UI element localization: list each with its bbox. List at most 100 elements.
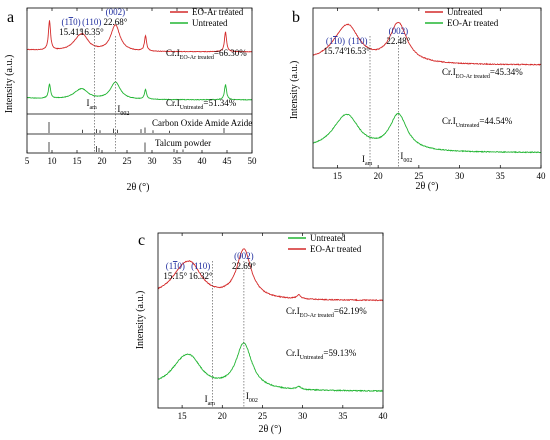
series-line-0 [27,20,252,53]
legend-entry-1: Untreated [192,18,228,28]
marker-label-1: I002 [117,104,129,117]
miller-part: (110) [82,17,101,27]
peak-angle-0: 15.41° [59,27,83,37]
legend-entry-0: EO-Ar treated [192,7,244,17]
miller-end: 0) [73,17,81,27]
marker-sub: 002 [403,158,412,164]
reference-label: Talcum powder [155,138,211,148]
peak-angle-1: 16.53° [346,46,370,56]
marker-label-1: I002 [246,391,258,404]
miller-index-2: (002) [106,7,126,17]
x-tick-label: 35 [496,171,506,181]
crystallinity-label-1: Cr.IUntreated=59.13% [286,348,357,361]
legend-entry-1: EO-Ar treated [310,244,362,254]
crystallinity-label-1-main: Cr.I [166,98,180,108]
miller-part: (110) [191,261,210,271]
marker-main: I [117,104,120,114]
crystallinity-label-1-sub: Untreated [180,105,204,111]
peak-angle-2: 22.68° [103,17,127,27]
x-tick-label: 25 [414,171,424,181]
series-line-0 [158,248,383,302]
x-axis-label: 2θ (°) [259,424,282,435]
y-axis-label: Intensity (a.u.) [289,61,300,120]
miller-index-0: (110) [61,17,80,27]
plot-frame [26,7,253,154]
marker-main: I [205,394,208,404]
marker-main: I [87,98,90,108]
peak-angle-1: 16.32° [189,271,213,281]
crystallinity-label-1-main: Cr.I [286,348,300,358]
crystallinity-label-1: Cr.IUntreated=44.54% [442,116,513,129]
crystallinity-label-0-sub: EO-Ar treated [300,313,334,319]
miller-index-2: (002) [389,26,409,36]
panel-label: a [7,9,14,26]
peak-angle-2: 22.48° [386,36,410,46]
y-axis-label: Intensity (a.u.) [135,291,146,350]
marker-sub: 002 [249,398,258,404]
marker-label-0: Iam [87,98,98,111]
crystallinity-label-0-sub: EO-Ar treated [456,74,490,80]
series-lines [27,20,252,101]
crystallinity-label-1: Cr.IUntreated=51.34% [166,98,237,111]
x-tick-label: 30 [455,171,465,181]
miller-part: (110) [348,36,367,46]
miller-part: (1 [166,261,173,271]
series-line-1 [313,113,541,154]
x-tick-label: 15 [73,156,83,166]
crystallinity-label-0: Cr.IEO-Ar treated=45.34% [442,67,523,80]
x-tick-label: 20 [374,171,384,181]
x-tick-label: 35 [338,411,348,421]
marker-sub: am [365,161,373,167]
crystallinity-label-0-value: =62.19% [334,306,367,316]
x-axis-label: 2θ (°) [127,182,150,193]
marker-label-0: Iam [362,154,373,167]
marker-label-1: I002 [400,151,412,164]
miller-index-0: (110) [326,36,345,46]
marker-main: I [400,151,403,161]
crystallinity-label-0-value: =66.30% [214,48,247,58]
series-line-1 [158,341,383,393]
x-tick-label: 30 [148,156,158,166]
miller-part: (002) [106,7,126,17]
plot-frame [157,232,384,409]
plot-frame [312,7,542,169]
crystallinity-label-0: Cr.IEO-Ar treated=62.19% [286,306,367,319]
legend-entry-0: Untreated [310,233,346,243]
x-tick-label: 10 [48,156,58,166]
miller-index-0: (110) [166,261,185,271]
series-line-1 [27,81,252,101]
x-tick-label: 5 [25,156,30,166]
x-tick-label: 40 [537,171,547,181]
miller-part: (1 [61,17,68,27]
x-tick-label: 20 [218,411,228,421]
panel-label: b [292,9,300,26]
miller-index-1: (110) [348,36,367,46]
marker-main: I [246,391,249,401]
peak-angle-1: 16.35° [80,27,104,37]
marker-sub: am [90,105,98,111]
x-tick-label: 40 [379,411,389,421]
legend-entry-1: EO-Ar treated [447,18,499,28]
peak-angle-0: 15.15° [163,271,187,281]
x-tick-label: 25 [123,156,133,166]
miller-end: 0) [338,36,346,46]
x-tick-label: 20 [98,156,108,166]
crystallinity-label-0-main: Cr.I [286,306,300,316]
miller-index-1: (110) [82,17,101,27]
miller-index-1: (110) [191,261,210,271]
crystallinity-label-1-sub: Untreated [300,355,324,361]
series-lines [313,21,541,154]
crystallinity-label-1-sub: Untreated [456,123,480,129]
x-tick-label: 35 [173,156,183,166]
miller-bar: 1 [69,17,74,27]
series-line-0 [313,21,541,66]
crystallinity-label-1-value: =59.13% [323,348,356,358]
panel-a: a Intensity (a.u.) 2θ (°) Carbon Oxide Amid… [4,7,257,193]
crystallinity-label-1-main: Cr.I [442,116,456,126]
legend-entry-0: Untreated [447,7,483,17]
x-tick-label: 30 [298,411,308,421]
miller-end: 0) [177,261,185,271]
x-tick-label: 45 [223,156,233,166]
